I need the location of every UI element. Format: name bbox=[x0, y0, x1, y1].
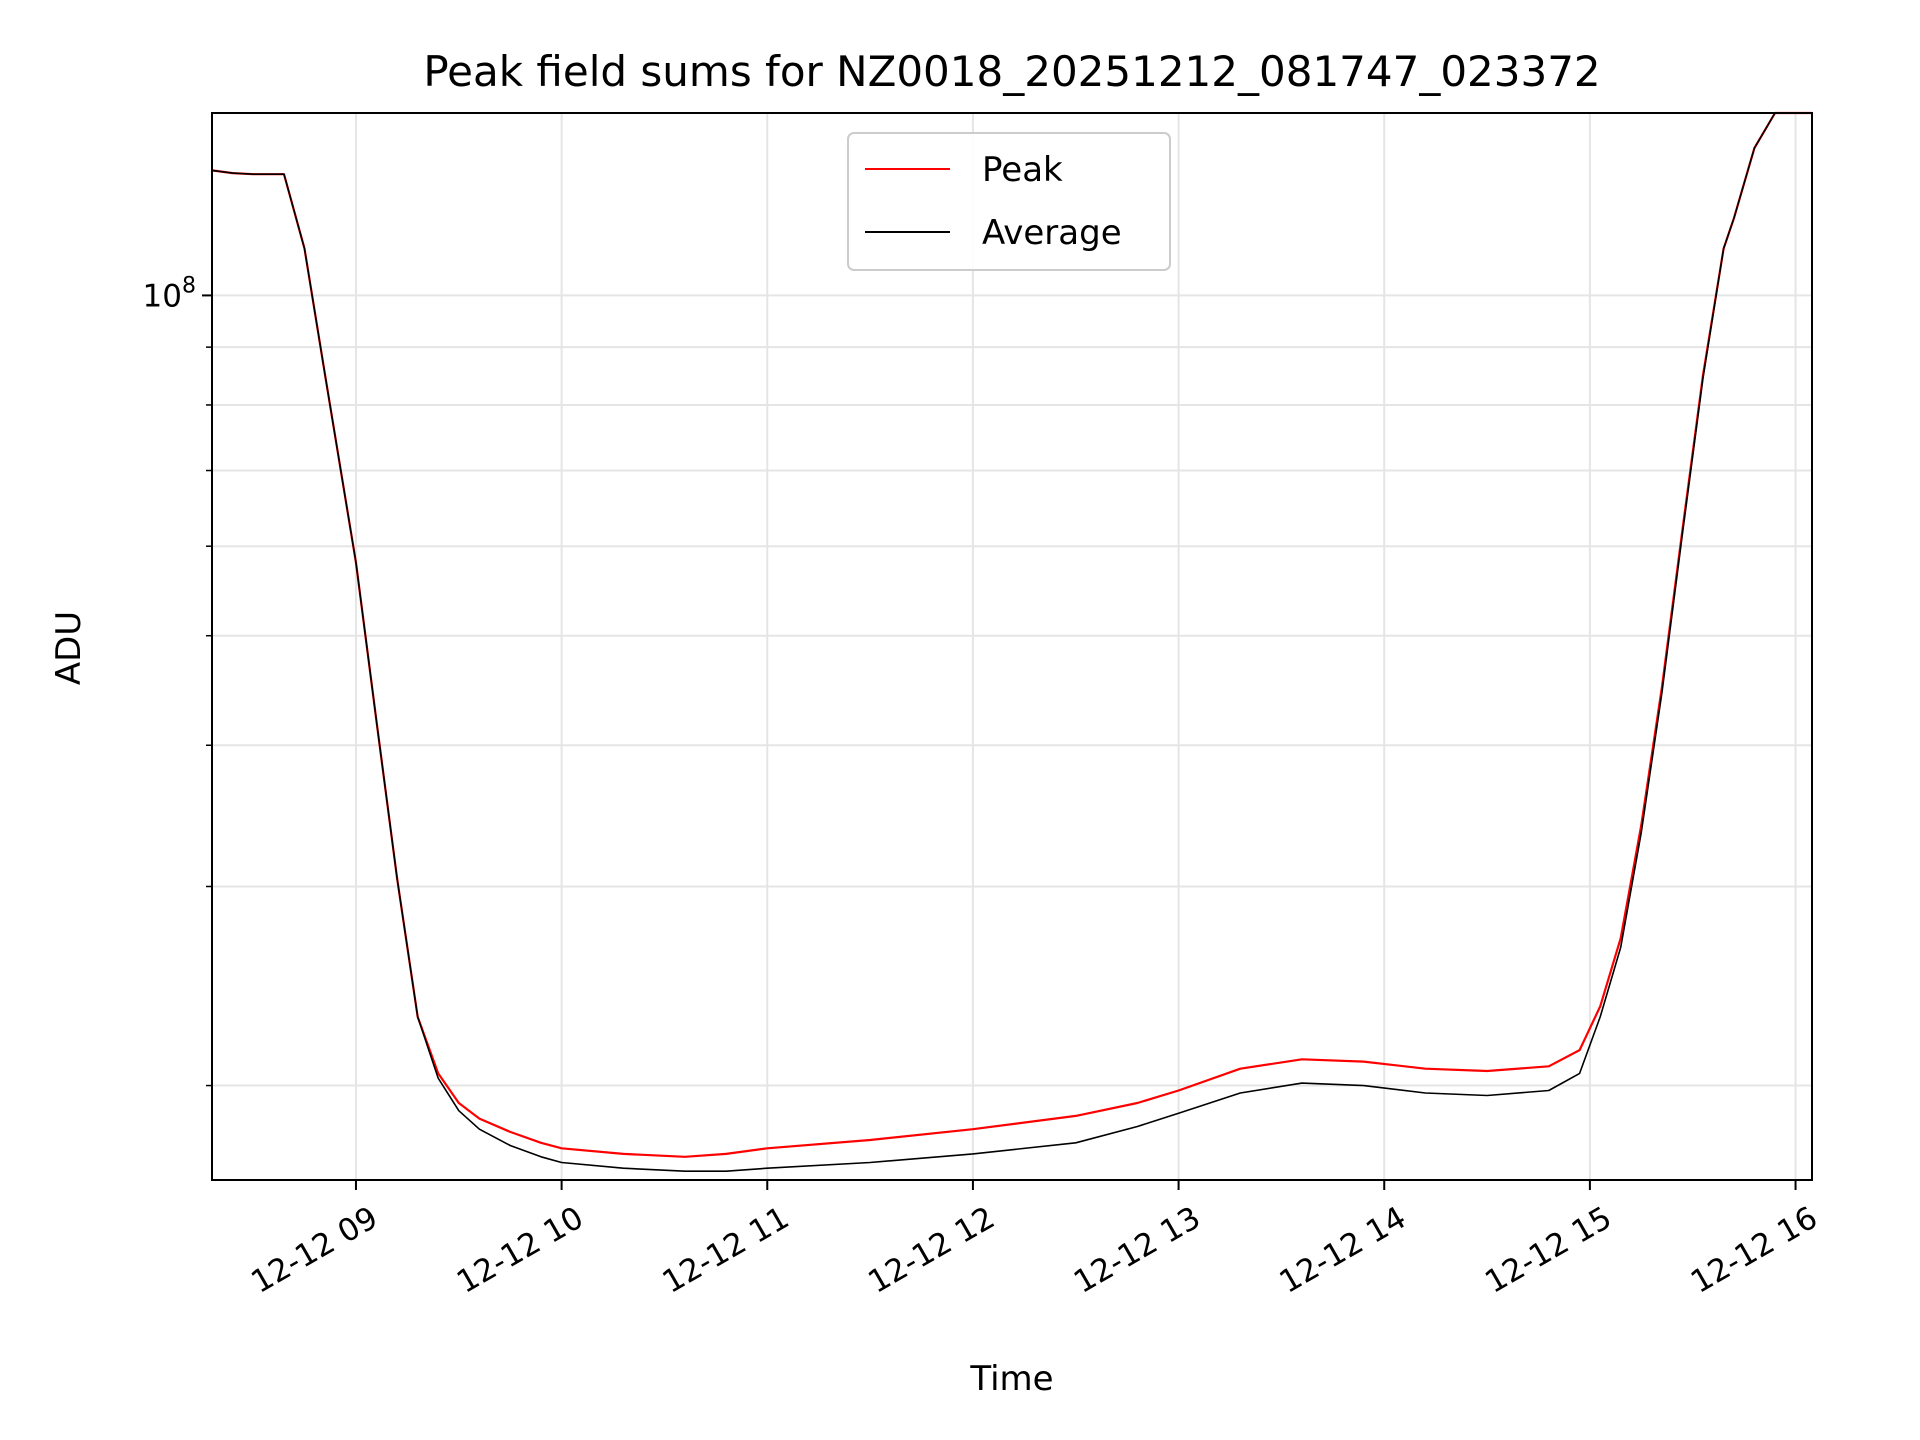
series-layer bbox=[211, 111, 1812, 1172]
y-tick-label-0: 108 bbox=[143, 273, 196, 314]
y-axis-ticks: 108 bbox=[143, 273, 212, 1087]
x-axis-label: Time bbox=[969, 1359, 1053, 1399]
grid bbox=[212, 113, 1812, 1180]
series-line-average bbox=[211, 112, 1812, 1172]
chart-title: Peak field sums for NZ0018_20251212_0817… bbox=[423, 47, 1600, 96]
y-axis-label: ADU bbox=[49, 611, 89, 685]
plot-frame bbox=[211, 112, 1813, 1181]
legend: Peak Average bbox=[847, 132, 1171, 271]
legend-box bbox=[847, 132, 1171, 271]
legend-label-peak: Peak bbox=[982, 150, 1063, 190]
legend-label-average: Average bbox=[982, 213, 1122, 253]
